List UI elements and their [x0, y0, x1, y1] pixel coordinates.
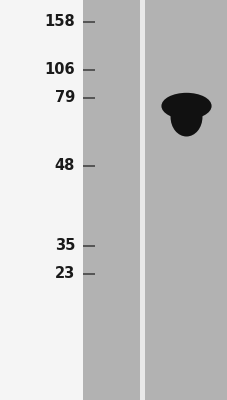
Text: 48: 48 — [55, 158, 75, 174]
Text: 106: 106 — [44, 62, 75, 78]
Text: 23: 23 — [55, 266, 75, 282]
Text: 158: 158 — [44, 14, 75, 30]
Bar — [83, 0, 140, 400]
Ellipse shape — [170, 98, 202, 136]
Bar — [140, 0, 144, 400]
Bar — [144, 0, 227, 400]
Text: 35: 35 — [55, 238, 75, 254]
Text: 79: 79 — [55, 90, 75, 106]
Ellipse shape — [161, 93, 211, 119]
